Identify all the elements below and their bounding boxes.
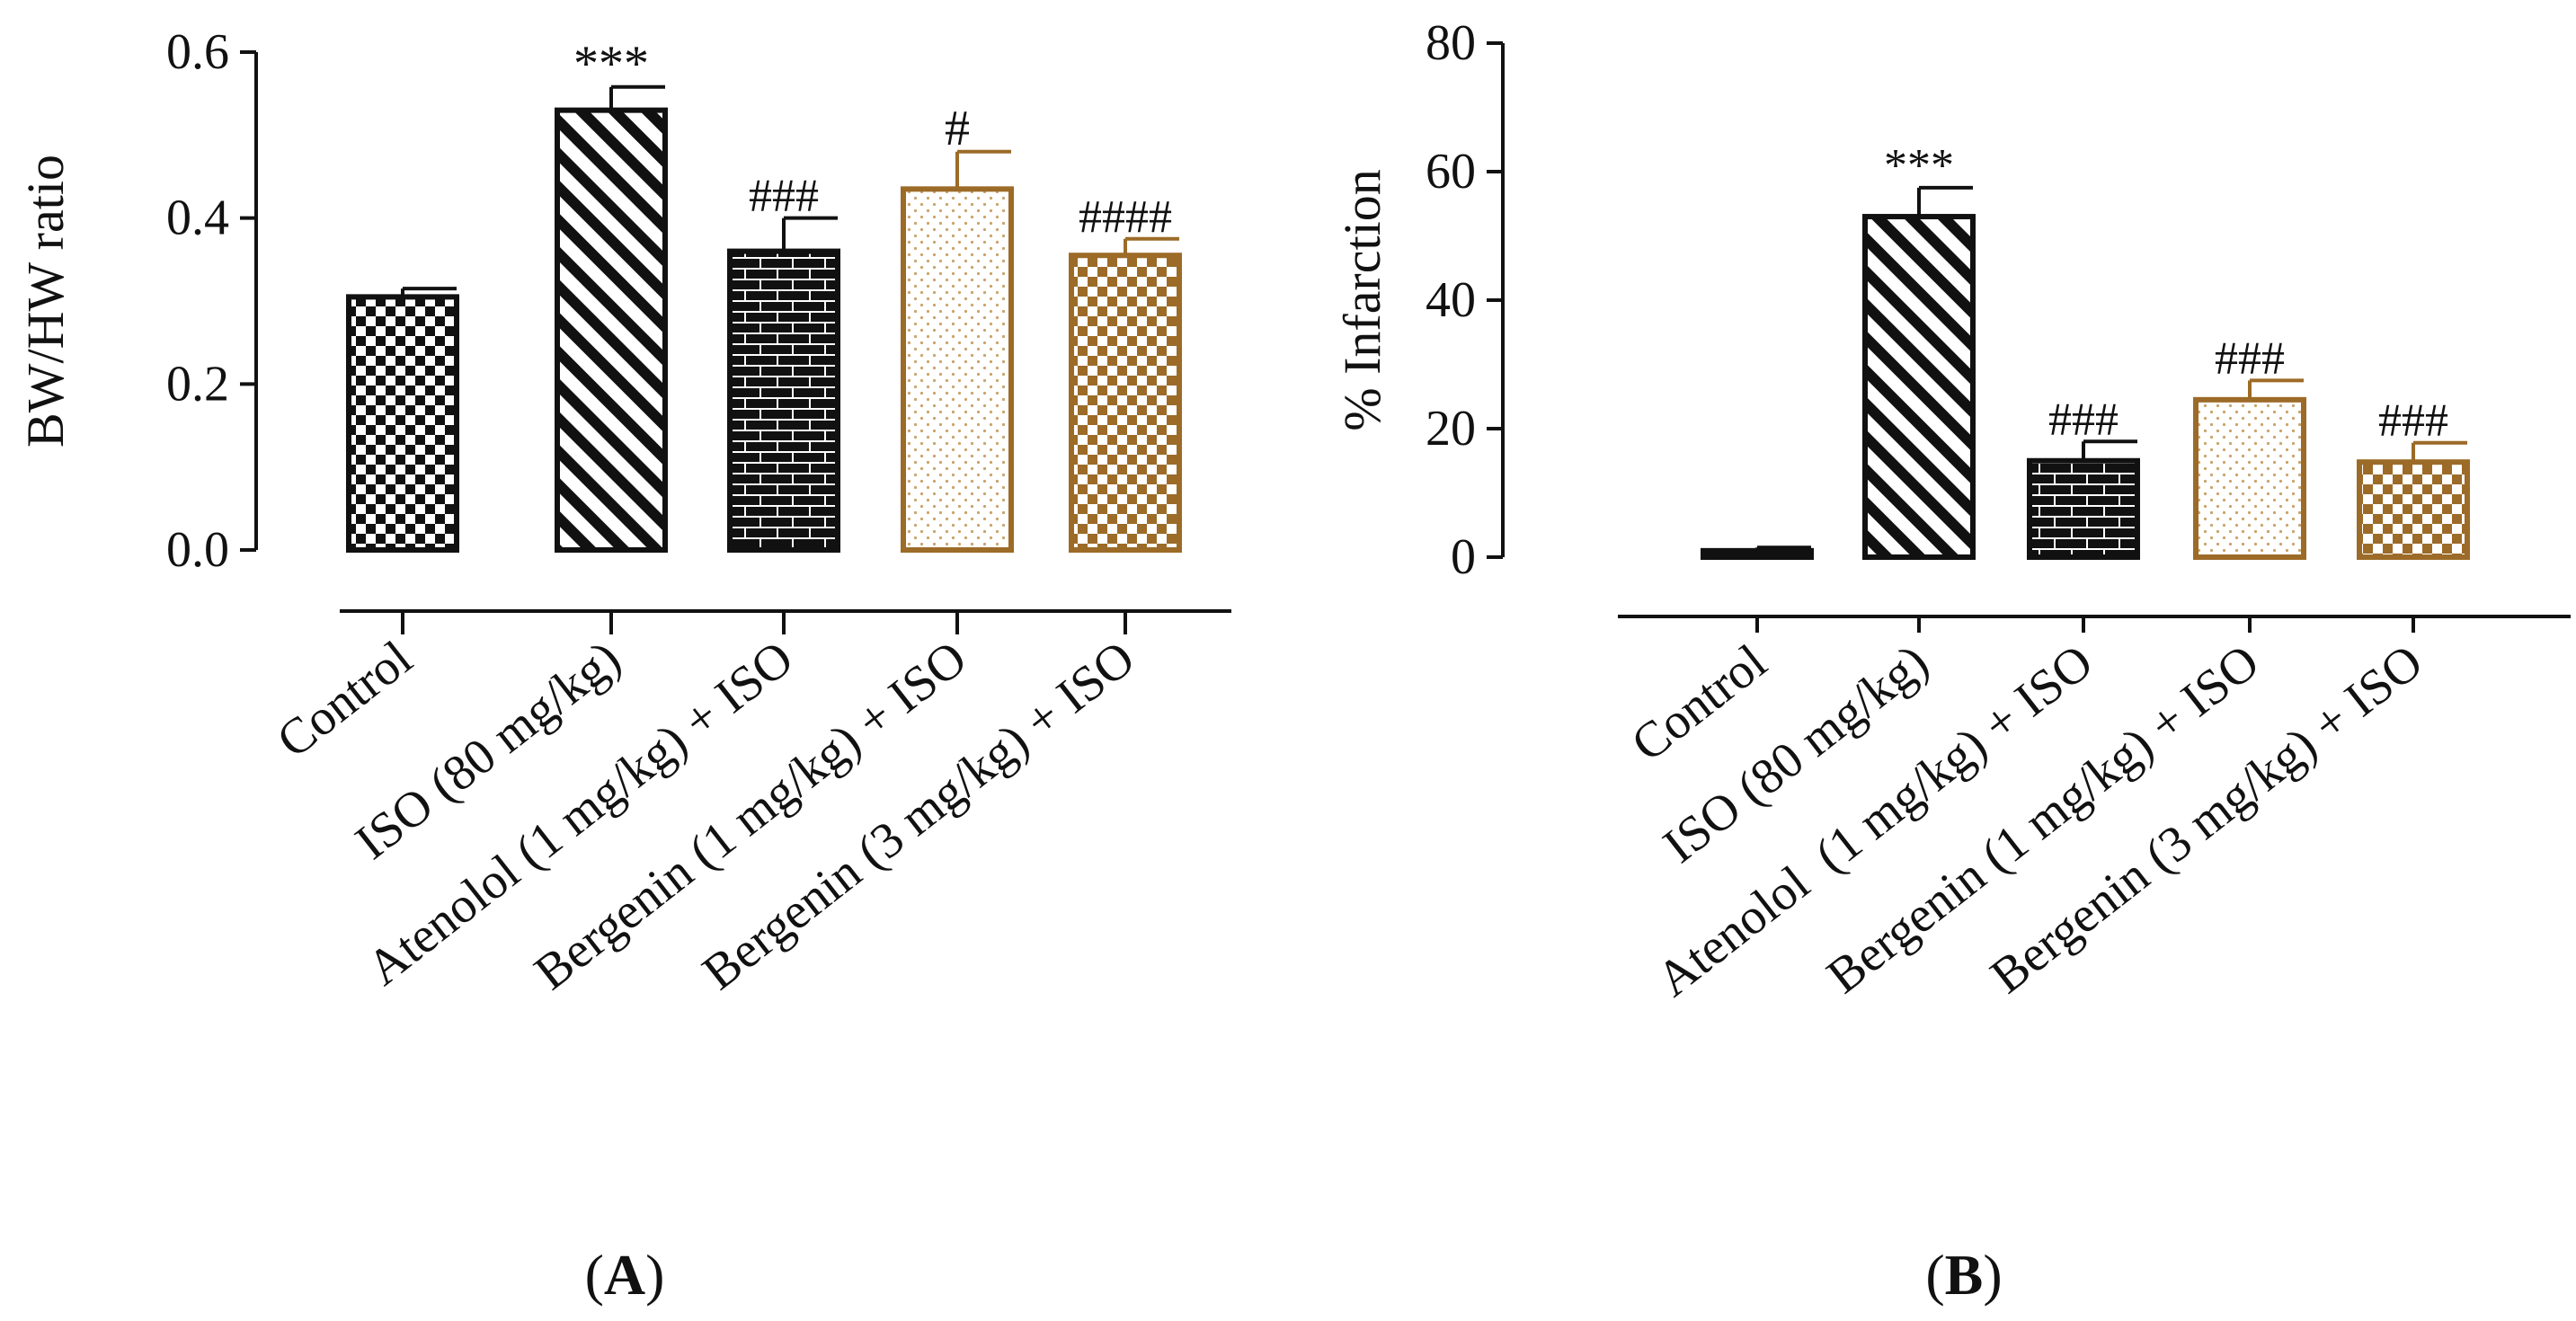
- bar: [2027, 457, 2140, 560]
- y-tick-label: 60: [1426, 144, 1476, 199]
- y-tick-label: 0.2: [166, 356, 229, 412]
- y-tick-label: 20: [1426, 401, 1476, 457]
- y-tick-label: 0.4: [166, 191, 229, 246]
- bar: [346, 294, 459, 553]
- bar: [1862, 214, 1976, 561]
- y-tick-label: 80: [1426, 15, 1476, 71]
- y-tick-label: 0.0: [166, 522, 229, 578]
- significance-label: ***: [1884, 140, 1954, 191]
- panel-b-caption-letter: B: [1945, 1243, 1984, 1307]
- y-tick-label: 0.6: [166, 24, 229, 80]
- panel-a-bars: [346, 84, 1182, 553]
- bar: [555, 107, 668, 553]
- significance-label: ***: [573, 36, 649, 92]
- panel-a-caption-letter: A: [604, 1243, 645, 1307]
- bar: [2357, 459, 2470, 560]
- significance-label: #: [945, 101, 970, 156]
- panel-a: 0.00.20.40.6BW/HW ratio Control***ISO (8…: [16, 24, 1231, 1001]
- panel-b-labels: Control***ISO (80 mg/kg)###Atenolol (1 m…: [1621, 140, 2448, 1007]
- significance-label: ####: [1079, 191, 1172, 243]
- bar: [1069, 253, 1182, 553]
- panel-b-axes: 0 20 40 60 80 % Infarction: [1333, 15, 2571, 633]
- y-tick-label: 40: [1426, 272, 1476, 328]
- bar: [727, 248, 840, 553]
- panel-b-bars: [1701, 185, 2470, 561]
- y-axis-label: % Infarction: [1333, 169, 1391, 430]
- panel-b-caption: (B): [1925, 1243, 2002, 1307]
- significance-label: ###: [2048, 394, 2119, 445]
- bar: [901, 186, 1014, 553]
- significance-label: ###: [749, 171, 819, 222]
- panel-b: 0 20 40 60 80 % Infarction Control***ISO (80 …: [1333, 15, 2571, 1007]
- panel-a-caption: (A): [585, 1243, 665, 1307]
- x-tick-label: Control: [267, 630, 422, 768]
- panel-a-axes: 0.0 0.2 0.4 0.6 BW/HW ratio: [16, 24, 1231, 634]
- y-tick-label: 0: [1451, 529, 1476, 585]
- bar: [2193, 396, 2306, 561]
- significance-label: ###: [2378, 395, 2448, 447]
- bar: [1701, 547, 1814, 560]
- significance-label: ###: [2215, 332, 2285, 384]
- y-axis-label: BW/HW ratio: [16, 155, 75, 448]
